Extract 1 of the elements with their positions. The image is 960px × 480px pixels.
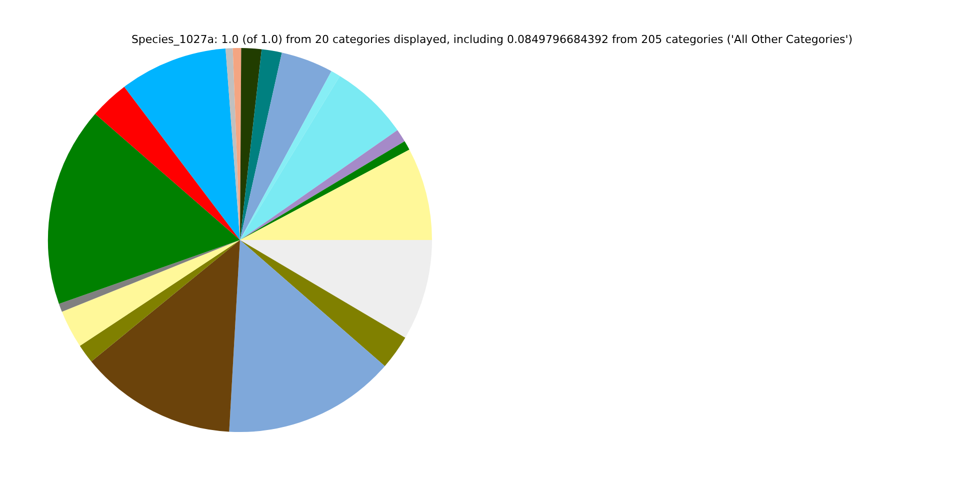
text: Species_1027a: 1.0 (of 1.0) from 20 categories displayed, including 0.0849796684392 from 205 categories ('All Other Categories') (130, 33, 854, 46)
